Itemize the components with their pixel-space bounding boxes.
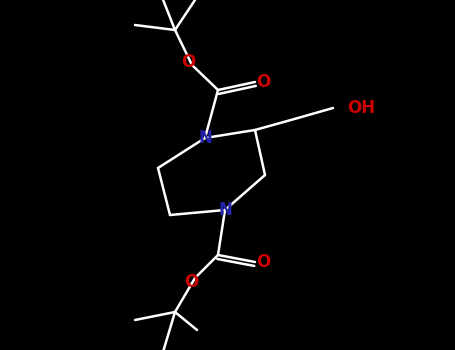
Text: O: O [256,73,270,91]
Text: O: O [184,273,198,291]
Text: N: N [218,201,232,219]
Text: OH: OH [347,99,375,117]
Text: O: O [181,53,195,71]
Text: O: O [256,253,270,271]
Text: N: N [198,129,212,147]
